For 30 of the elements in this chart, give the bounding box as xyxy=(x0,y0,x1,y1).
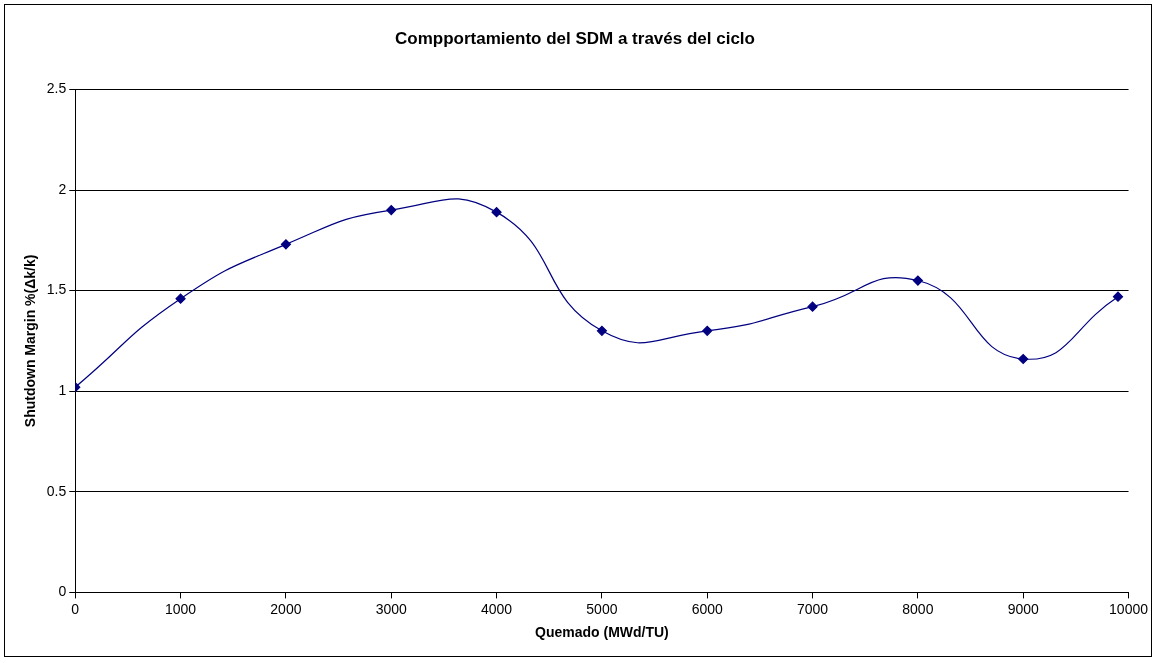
point xyxy=(280,239,292,250)
point xyxy=(491,207,502,218)
y-tick-label: 2 xyxy=(58,180,67,197)
point xyxy=(1018,353,1029,365)
point xyxy=(596,325,607,336)
point xyxy=(386,205,397,216)
y-tick-label: 0 xyxy=(58,583,67,600)
x-tick-label: 6000 xyxy=(691,600,724,617)
x-tick-label: 0 xyxy=(71,600,80,617)
y-tick-label: 2.5 xyxy=(46,80,67,97)
x-tick-label: 2000 xyxy=(270,600,302,617)
y-tick-label: 1 xyxy=(58,382,67,399)
point xyxy=(702,325,713,336)
point xyxy=(1112,291,1124,302)
x-tick-label: 5000 xyxy=(586,600,618,617)
x-tick-label: 7000 xyxy=(796,600,829,617)
point xyxy=(912,275,923,286)
x-tick-label: 8000 xyxy=(902,600,934,617)
y-tick-label: 1.5 xyxy=(46,281,67,298)
point xyxy=(807,301,818,312)
x-tick-label: 1000 xyxy=(165,600,197,617)
x-tick-label: 10000 xyxy=(1109,600,1149,617)
x-axis-title: Quemado (MWd/TU) xyxy=(535,624,669,641)
x-tick-label: 9000 xyxy=(1007,600,1039,617)
y-tick-label: 0.5 xyxy=(46,482,67,499)
point xyxy=(175,293,186,304)
x-tick-label: 4000 xyxy=(480,600,513,617)
chart-title: Compportamiento del SDM a través del ciclo xyxy=(395,28,755,48)
y-axis-title: Shutdown Margin %(Δk/k) xyxy=(22,254,39,428)
x-tick-label: 3000 xyxy=(375,600,408,617)
